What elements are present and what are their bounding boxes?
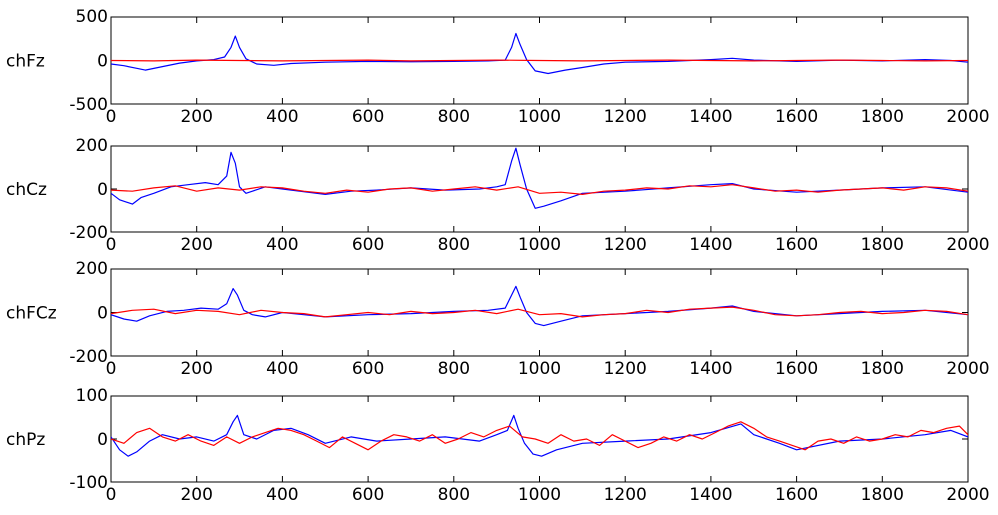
y-tick-label: -500: [69, 95, 108, 115]
x-tick-label: 800: [438, 107, 470, 127]
series-line-red: [111, 184, 968, 195]
series-line-red: [111, 59, 968, 62]
y-tick-label: 100: [76, 386, 108, 406]
x-tick-label: 1600: [775, 107, 818, 127]
x-tick-label: 400: [266, 107, 298, 127]
x-tick-label: 1800: [861, 107, 904, 127]
y-axis-label: chFz: [6, 52, 45, 72]
x-tick-label: 1200: [604, 359, 647, 379]
x-tick-label: 800: [438, 235, 470, 255]
x-tick-label: 600: [352, 485, 384, 505]
x-tick-label: 200: [180, 359, 212, 379]
x-tick-label: 1400: [689, 359, 732, 379]
y-tick-label: 0: [97, 304, 108, 324]
y-axis-label: chPz: [6, 430, 45, 450]
series-line-red: [111, 306, 968, 318]
x-tick-label: 800: [438, 359, 470, 379]
series-line-blue: [111, 147, 968, 209]
y-tick-label: -100: [69, 473, 108, 493]
x-tick-label: 0: [106, 235, 117, 255]
x-tick-label: 1800: [861, 485, 904, 505]
axes-box: [110, 268, 969, 357]
x-tick-label: 2000: [946, 107, 989, 127]
x-tick-label: 200: [180, 107, 212, 127]
y-tick-label: 200: [76, 136, 108, 156]
x-tick-label: 200: [180, 235, 212, 255]
x-tick-label: 800: [438, 485, 470, 505]
x-tick-label: 1600: [775, 235, 818, 255]
y-tick-label: 0: [97, 430, 108, 450]
x-tick-label: 1000: [518, 107, 561, 127]
y-tick-label: 200: [76, 259, 108, 279]
x-tick-label: 1600: [775, 485, 818, 505]
x-tick-label: 0: [106, 359, 117, 379]
x-tick-label: 1000: [518, 485, 561, 505]
x-tick-label: 600: [352, 235, 384, 255]
x-tick-label: 400: [266, 235, 298, 255]
x-tick-label: 1000: [518, 235, 561, 255]
x-tick-label: 1400: [689, 107, 732, 127]
y-axis-label: chCz: [6, 180, 47, 200]
x-tick-label: 200: [180, 485, 212, 505]
x-tick-label: 600: [352, 107, 384, 127]
x-tick-label: 2000: [946, 485, 989, 505]
series-line-blue: [111, 414, 968, 457]
x-tick-label: 1200: [604, 107, 647, 127]
x-tick-label: 0: [106, 485, 117, 505]
axes-box: [110, 145, 969, 233]
x-tick-label: 2000: [946, 359, 989, 379]
series-line-red: [111, 421, 968, 451]
x-tick-label: 1800: [861, 359, 904, 379]
axes-box: [110, 395, 969, 483]
x-tick-label: 400: [266, 485, 298, 505]
y-tick-label: -200: [69, 223, 108, 243]
x-tick-label: 1200: [604, 485, 647, 505]
y-tick-label: 0: [97, 180, 108, 200]
x-tick-label: 600: [352, 359, 384, 379]
y-tick-label: -200: [69, 347, 108, 367]
y-tick-label: 0: [97, 52, 108, 72]
y-tick-label: 500: [76, 7, 108, 27]
x-tick-label: 1200: [604, 235, 647, 255]
x-tick-label: 1600: [775, 359, 818, 379]
x-tick-label: 1400: [689, 485, 732, 505]
x-tick-label: 400: [266, 359, 298, 379]
x-tick-label: 1400: [689, 235, 732, 255]
x-tick-label: 1800: [861, 235, 904, 255]
x-tick-label: 1000: [518, 359, 561, 379]
x-tick-label: 0: [106, 107, 117, 127]
y-axis-label: chFCz: [6, 304, 57, 324]
x-tick-label: 2000: [946, 235, 989, 255]
